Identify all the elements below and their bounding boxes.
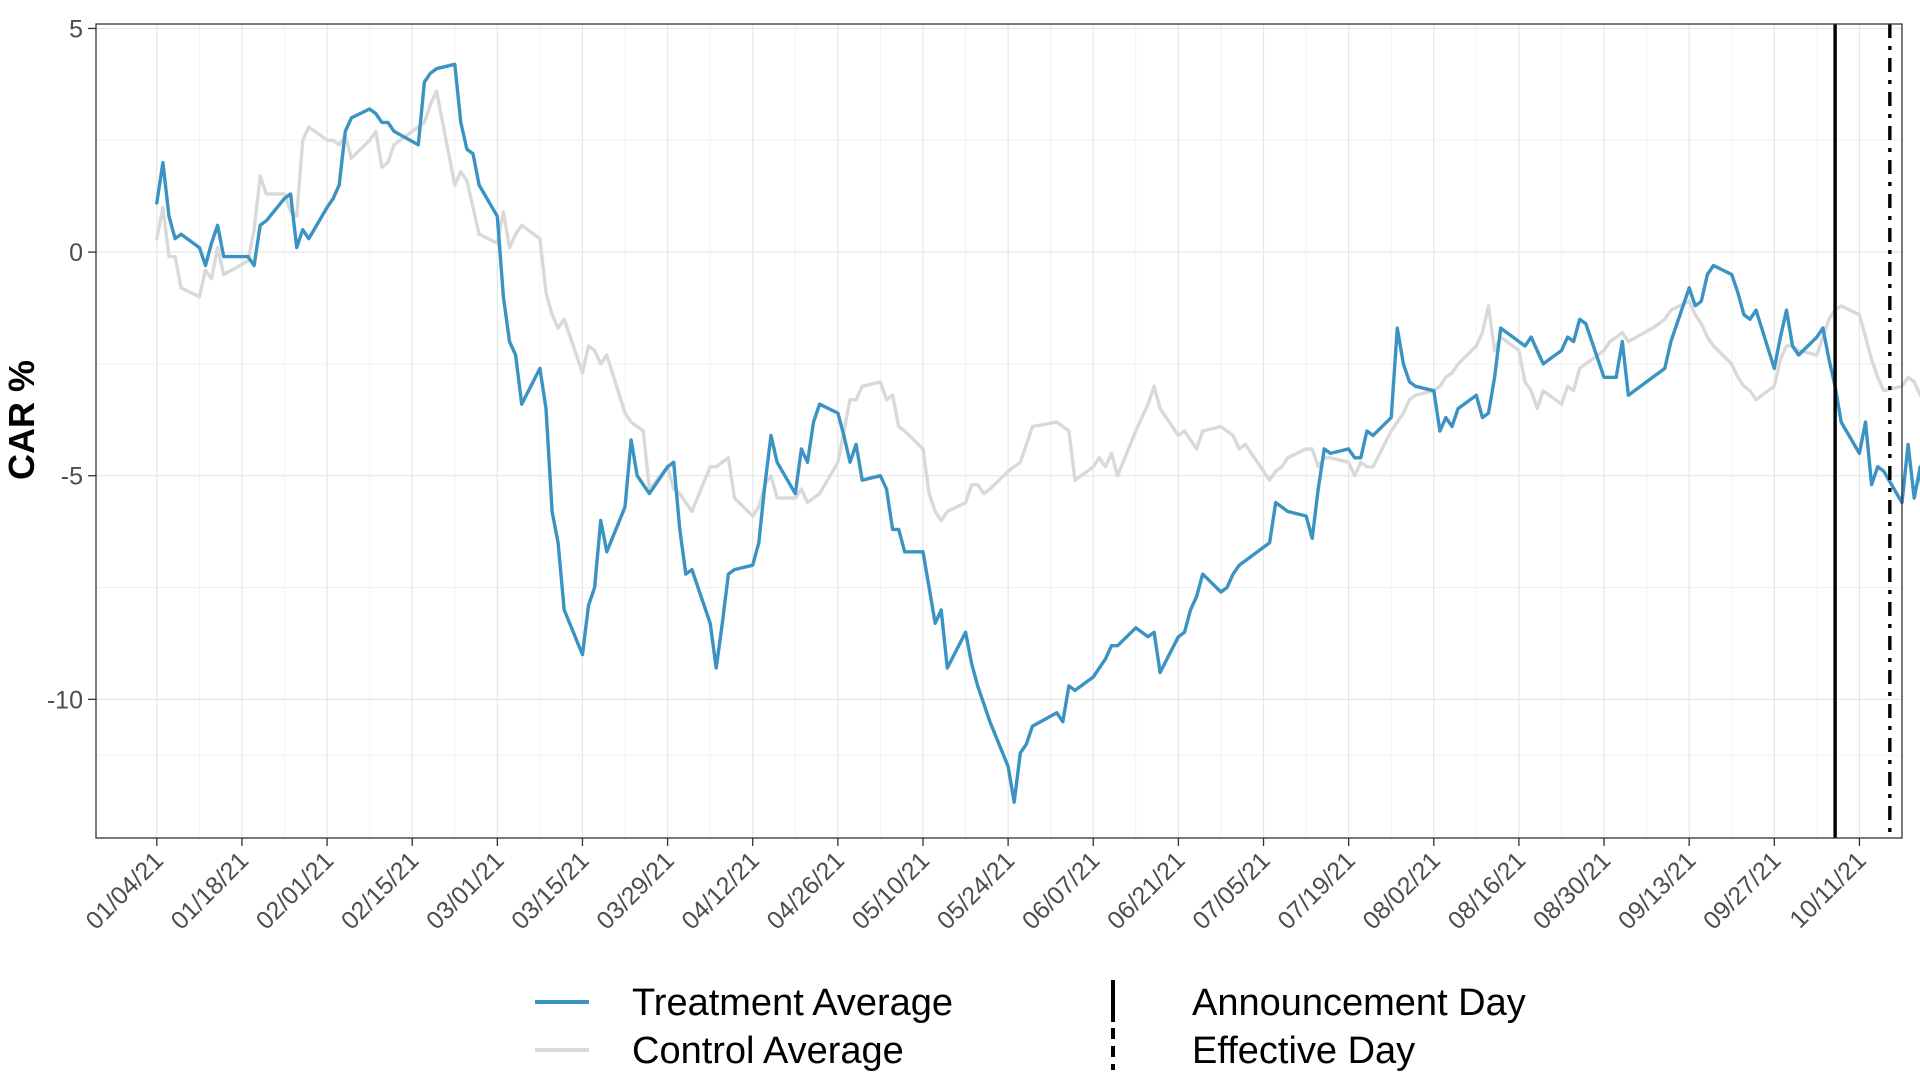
legend: Treatment Average Control Average Announce… <box>535 980 1526 1072</box>
major-gridlines <box>96 24 1902 838</box>
control-average-legend-label: Control Average <box>632 1030 904 1072</box>
y-tick-label: -5 <box>61 463 83 491</box>
y-tick-label: 5 <box>69 15 83 43</box>
y-axis-title: CAR % <box>1 360 42 480</box>
event-lines <box>1833 24 1892 838</box>
treatment-average-legend-label: Treatment Average <box>632 982 953 1024</box>
control-average-line <box>155 89 1920 523</box>
effective-day-legend-label: Effective Day <box>1192 1030 1415 1072</box>
plot-panel-border <box>95 23 1903 839</box>
series-layer <box>155 62 1920 804</box>
announcement-day-legend-label: Announcement Day <box>1192 982 1526 1024</box>
y-axis: -10 -5 0 5 <box>47 15 96 714</box>
y-tick-label: 0 <box>69 239 83 267</box>
y-tick-label: -10 <box>47 686 83 714</box>
treatment-average-line <box>155 62 1920 804</box>
